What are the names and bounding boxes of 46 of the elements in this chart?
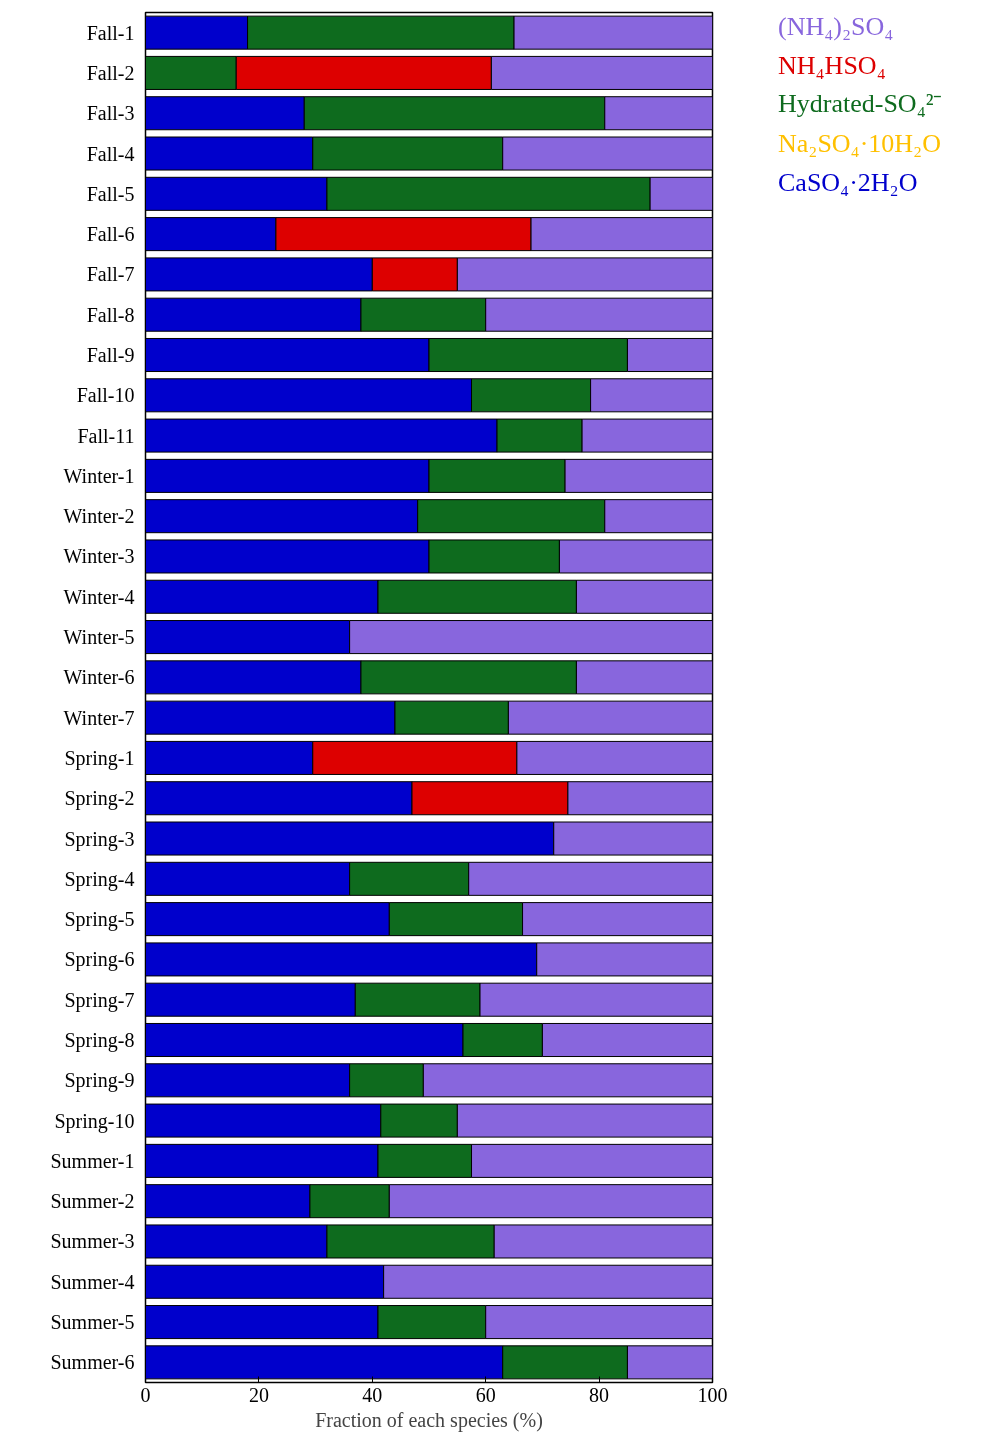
y-tick-label: Fall-4 bbox=[86, 142, 135, 165]
y-tick-label: Winter-7 bbox=[63, 706, 135, 729]
y-tick-label: Spring-4 bbox=[64, 867, 135, 891]
y-tick-label: Summer-1 bbox=[50, 1149, 135, 1172]
x-tick-label: 60 bbox=[475, 1383, 496, 1406]
y-tick-label: Spring-10 bbox=[54, 1109, 135, 1133]
y-tick-label: Winter-6 bbox=[63, 666, 135, 689]
text: CaSO₄·2H₂O bbox=[778, 168, 918, 198]
y-tick-label: Summer-5 bbox=[50, 1311, 135, 1334]
y-tick-label: Fall-11 bbox=[77, 424, 135, 447]
y-tick-label: Winter-4 bbox=[63, 585, 135, 608]
legend-label: Na₂SO₄·10H₂O bbox=[778, 129, 941, 159]
y-tick-label: Fall-6 bbox=[86, 223, 135, 246]
y-tick-label: Winter-1 bbox=[63, 464, 135, 487]
y-tick-label: Fall-2 bbox=[86, 61, 135, 84]
y-tick-label: Winter-2 bbox=[63, 505, 135, 528]
y-tick-label: Spring-6 bbox=[64, 948, 135, 972]
x-tick-label: 40 bbox=[362, 1383, 383, 1406]
y-tick-label: Fall-5 bbox=[86, 182, 135, 205]
y-tick-label: Summer-2 bbox=[50, 1190, 135, 1213]
y-tick-label: Fall-8 bbox=[86, 303, 135, 326]
text: NH₄HSO₄ bbox=[778, 51, 886, 81]
y-tick-label: Fall-10 bbox=[76, 384, 135, 407]
y-tick-label: Fall-9 bbox=[86, 344, 135, 366]
y-tick-label: Summer-4 bbox=[50, 1270, 135, 1293]
x-tick-label: 20 bbox=[248, 1383, 269, 1406]
y-tick-label: Fall-1 bbox=[86, 21, 135, 44]
x-tick-label: 80 bbox=[589, 1383, 610, 1406]
y-tick-label: Spring-1 bbox=[64, 746, 135, 770]
y-tick-label: Summer-6 bbox=[50, 1351, 135, 1374]
y-tick-label: Fall-3 bbox=[86, 102, 135, 125]
text: (NH₄)₂SO₄ bbox=[778, 12, 894, 42]
x-tick-label: 0 bbox=[140, 1383, 151, 1406]
y-tick-label: Spring-5 bbox=[64, 908, 135, 932]
y-tick-label: Winter-3 bbox=[63, 545, 135, 568]
text: Hydrated-SO₄²⁻ bbox=[778, 88, 943, 120]
y-tick-label: Winter-5 bbox=[63, 626, 135, 649]
y-tick-label: Spring-3 bbox=[64, 827, 135, 851]
y-tick-label: Summer-3 bbox=[50, 1230, 135, 1253]
y-tick-label: Spring-9 bbox=[64, 1069, 135, 1093]
x-axis-title: Fraction of each species (%) bbox=[315, 1408, 543, 1432]
y-tick-label: Spring-7 bbox=[64, 988, 135, 1012]
y-tick-label: Spring-2 bbox=[64, 787, 135, 811]
y-tick-label: Spring-8 bbox=[64, 1029, 135, 1052]
x-tick-label: 100 bbox=[697, 1383, 728, 1406]
y-tick-label: Fall-7 bbox=[86, 263, 135, 286]
